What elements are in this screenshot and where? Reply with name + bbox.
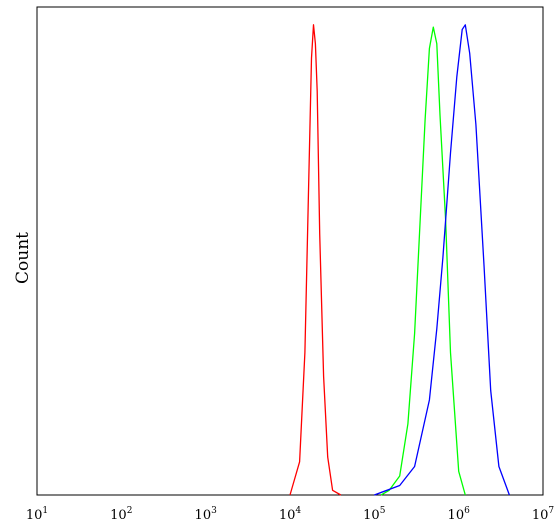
x-tick-label: 107 xyxy=(532,506,555,523)
histogram-series-2 xyxy=(380,26,466,496)
x-tick-label: 104 xyxy=(279,506,302,523)
plot-frame xyxy=(36,6,544,496)
x-tick-label: 102 xyxy=(110,506,132,523)
histogram-series-3 xyxy=(374,24,511,496)
y-axis-label: Count xyxy=(13,232,33,284)
series-layer xyxy=(289,24,511,496)
x-tick-layer: 101 102 103 104 105 106 107 xyxy=(26,506,555,523)
x-tick-label: 105 xyxy=(363,506,386,523)
x-tick-label: 106 xyxy=(448,506,471,523)
x-tick-label: 103 xyxy=(195,506,218,523)
x-tick-label: 101 xyxy=(26,506,48,523)
histogram-series-1 xyxy=(289,24,342,496)
